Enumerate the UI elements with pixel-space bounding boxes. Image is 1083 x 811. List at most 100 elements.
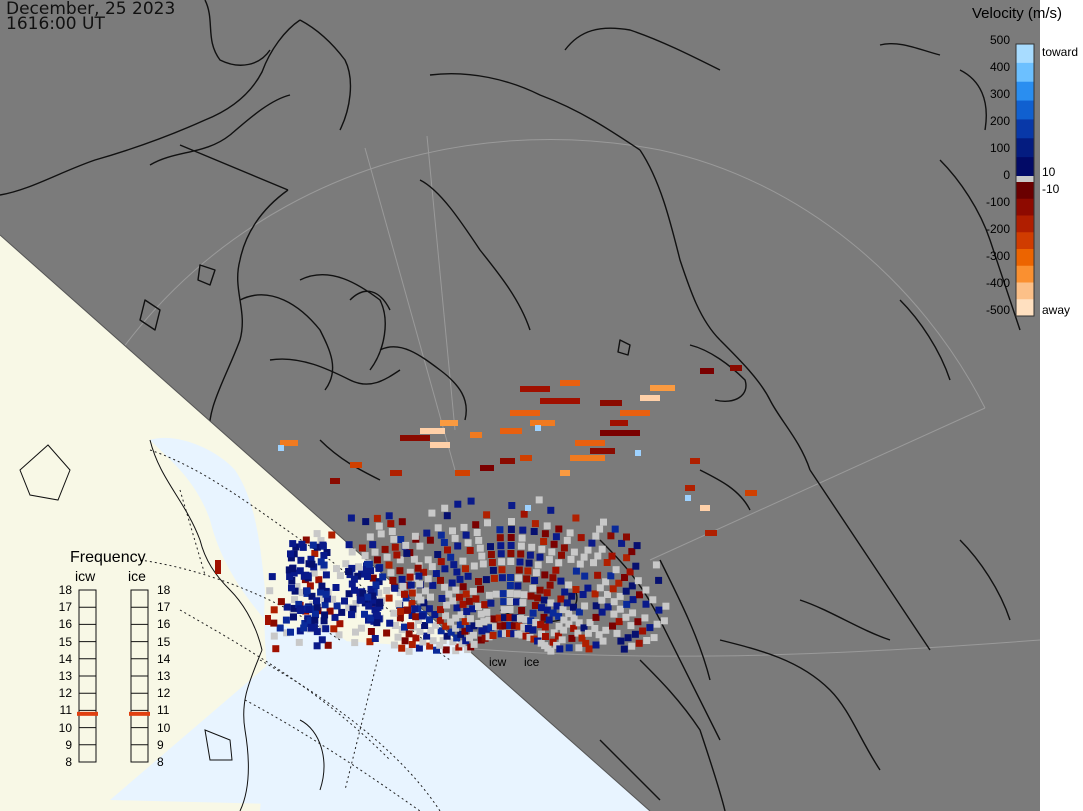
backscatter-cell — [396, 556, 404, 564]
backscatter-cell — [441, 565, 449, 573]
backscatter-cell — [478, 627, 486, 635]
backscatter-cell — [338, 608, 346, 616]
backscatter-cell — [543, 522, 551, 530]
backscatter-cell — [433, 646, 440, 654]
backscatter-cell — [462, 565, 469, 573]
backscatter-cell — [375, 589, 383, 597]
backscatter-cell — [568, 592, 576, 600]
backscatter-cell — [404, 581, 412, 589]
backscatter-cell — [540, 613, 548, 621]
backscatter-cell — [517, 550, 525, 558]
frequency-scale-label: 14 — [157, 651, 171, 666]
colorbar-zero-band — [1016, 176, 1034, 182]
backscatter-cell — [386, 619, 394, 627]
backscatter-cell — [685, 495, 691, 501]
colorbar-toward-segment — [1016, 62, 1034, 83]
backscatter-cell — [406, 573, 414, 581]
backscatter-cell — [555, 612, 563, 620]
backscatter-cell — [558, 551, 565, 559]
backscatter-cell — [352, 600, 360, 608]
backscatter-cell — [394, 633, 402, 641]
backscatter-cell — [477, 636, 485, 644]
radar-site-ice: ice — [524, 655, 540, 669]
backscatter-cell — [520, 510, 528, 518]
backscatter-cell — [556, 645, 564, 653]
backscatter-cell — [452, 624, 460, 632]
backscatter-cell — [456, 621, 464, 629]
backscatter-cell — [318, 582, 326, 590]
backscatter-cell — [531, 602, 539, 609]
backscatter-cell — [391, 584, 399, 592]
backscatter-cell — [642, 586, 650, 594]
backscatter-cell — [574, 629, 582, 637]
backscatter-cell — [324, 641, 332, 649]
backscatter-cell — [428, 563, 436, 571]
backscatter-cell — [300, 624, 308, 632]
backscatter-cell — [457, 630, 465, 638]
colorbar-tick-label: 200 — [989, 114, 1010, 128]
backscatter-cell — [416, 628, 424, 636]
backscatter-cell — [524, 567, 532, 575]
backscatter-cell — [417, 596, 425, 604]
backscatter-cell — [317, 537, 325, 545]
backscatter-cell — [362, 566, 370, 574]
backscatter-cell — [487, 599, 495, 607]
backscatter-cell — [483, 608, 491, 616]
backscatter-cell — [317, 588, 325, 596]
backscatter-cell — [307, 555, 315, 563]
backscatter-cell — [500, 598, 508, 606]
backscatter-cell — [629, 596, 637, 604]
backscatter-cell — [540, 596, 548, 604]
backscatter-cell — [543, 606, 551, 614]
backscatter-cell — [348, 611, 355, 619]
backscatter-cell — [276, 624, 284, 632]
backscatter-cell — [442, 612, 450, 620]
terminator — [0, 234, 651, 811]
backscatter-cell — [570, 603, 577, 611]
backscatter-cell — [398, 644, 406, 652]
backscatter-cell — [291, 587, 299, 595]
backscatter-cell — [567, 555, 575, 563]
backscatter-cell — [451, 534, 459, 542]
backscatter-cell — [552, 566, 560, 574]
backscatter-cell — [526, 551, 534, 559]
backscatter-cell — [487, 543, 494, 551]
backscatter-cell — [506, 630, 513, 637]
backscatter-cell — [410, 555, 418, 563]
backscatter-cell — [598, 608, 606, 616]
backscatter-cell — [308, 560, 316, 568]
backscatter-cell — [511, 614, 519, 622]
backscatter-cell — [487, 551, 495, 558]
backscatter-cell — [464, 539, 472, 547]
frequency-scale-label: 11 — [157, 703, 170, 718]
backscatter-cell — [575, 440, 605, 446]
backscatter-cell — [398, 518, 406, 526]
backscatter-cell — [282, 616, 290, 624]
backscatter-cell — [459, 557, 467, 565]
backscatter-cell — [507, 574, 514, 581]
backscatter-cell — [443, 632, 451, 640]
backscatter-cell — [459, 600, 467, 608]
backscatter-cell — [345, 590, 353, 598]
backscatter-cell — [536, 586, 544, 594]
backscatter-cell — [289, 540, 297, 548]
backscatter-cell — [389, 577, 397, 584]
backscatter-cell — [434, 524, 442, 532]
backscatter-cell — [628, 642, 636, 650]
backscatter-cell — [604, 591, 611, 598]
backscatter-cell — [456, 593, 463, 601]
backscatter-cell — [366, 638, 374, 646]
backscatter-cell — [383, 587, 391, 594]
coastlines — [0, 0, 1021, 811]
backscatter-cell — [498, 558, 506, 566]
backscatter-cell — [620, 410, 650, 416]
backscatter-cell — [531, 577, 539, 584]
backscatter-cell — [615, 618, 623, 626]
backscatter-cell — [612, 566, 620, 574]
frequency-scale-label: 17 — [157, 600, 171, 615]
backscatter-cell — [508, 502, 516, 509]
backscatter-cell — [506, 606, 514, 613]
backscatter-cell — [352, 628, 359, 636]
backscatter-cell — [287, 550, 294, 558]
backscatter-cell — [534, 637, 542, 645]
